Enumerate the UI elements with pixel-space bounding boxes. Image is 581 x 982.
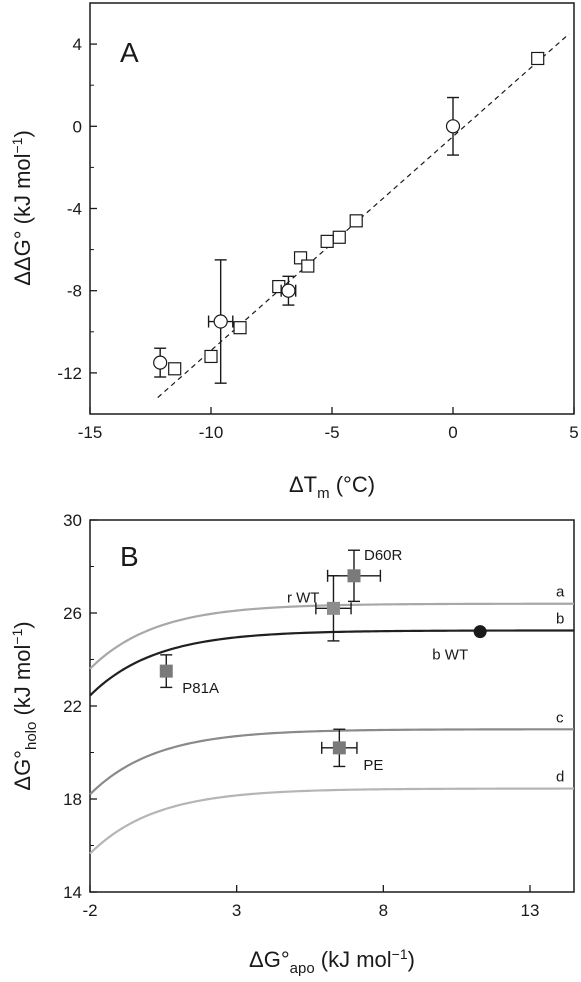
panel-b-chart: B -2 3 8 13 14 18 22 26 30 ab c d D60R r WT b WT P81A P… <box>9 511 575 977</box>
panel-a-square-point <box>301 259 315 273</box>
panel-a-x-tick-label: -10 <box>199 423 224 442</box>
panel-a-x-tick-label: -5 <box>324 423 339 442</box>
panel-b-y-tick-label: 14 <box>63 883 82 902</box>
panel-b-point-label: r WT <box>287 589 319 606</box>
panel-a-x-axis-label: ΔTm (°C) <box>289 472 375 502</box>
panel-b-point <box>473 625 487 639</box>
panel-a-circle-point <box>213 314 228 329</box>
panel-a-y-tick-label: 4 <box>73 35 82 54</box>
panel-b-curve-label-b: b <box>556 610 564 627</box>
panel-a-fit-line <box>157 33 570 399</box>
panel-b-letter: B <box>120 541 139 572</box>
panel-a-y-tick-label: 0 <box>73 117 82 136</box>
panel-b-point <box>326 601 340 615</box>
panel-b-y-tick-label: 30 <box>63 511 82 530</box>
panel-b-x-tick-label: 8 <box>379 901 388 920</box>
panel-b-x-tick-label: 3 <box>232 901 241 920</box>
panel-b-point-label: b WT <box>432 647 468 664</box>
panel-a-square-point <box>531 51 545 66</box>
panel-b-point-label: D60R <box>364 547 403 564</box>
panel-a-letter: A <box>120 37 139 68</box>
panel-a-square-point <box>332 230 346 244</box>
panel-b-curve-c <box>89 728 574 796</box>
panel-a-y-axis-label: ΔΔG° (kJ mol−1) <box>9 130 35 286</box>
panel-a-y-tick-label: -12 <box>57 364 82 383</box>
panel-a-circle-point <box>153 355 168 370</box>
panel-a-marks <box>153 33 570 399</box>
panel-a-square-point <box>204 349 218 364</box>
panel-a-y-tick-label: -4 <box>67 200 82 219</box>
panel-b-curve-label-d: d <box>556 769 564 786</box>
panel-a-square-point <box>320 234 334 248</box>
panel-b-curve-b <box>89 629 574 697</box>
panel-a-plot-frame <box>89 2 575 415</box>
panel-b-point <box>347 569 361 583</box>
panel-b-y-tick-label: 18 <box>63 790 82 809</box>
panel-b-point-label: P81A <box>182 680 219 697</box>
panel-a-square-point <box>168 362 182 376</box>
panel-b-x-axis-label: ΔG°apo (kJ mol−1) <box>249 946 415 977</box>
panel-b-point <box>159 664 173 678</box>
panel-b-curve-d <box>89 787 574 855</box>
panel-a-x-tick-label: 5 <box>569 423 578 442</box>
panel-a-square-point <box>349 214 363 228</box>
panel-b-y-tick-label: 26 <box>63 604 82 623</box>
panel-a-square-point <box>233 321 247 335</box>
panel-a-ticks: -15 -10 -5 0 5 -12 -8 -4 0 4 <box>57 35 578 442</box>
panel-b-y-tick-label: 22 <box>63 697 82 716</box>
panel-b-y-axis-label: ΔG°holo (kJ mol−1) <box>9 621 40 790</box>
panel-a-circle-point <box>445 119 461 134</box>
panel-b-curve-label-c: c <box>556 709 564 726</box>
panel-b-point <box>332 741 346 755</box>
panel-a-circle-point <box>281 283 296 298</box>
panel-b-x-tick-label: -2 <box>82 901 97 920</box>
panel-b-x-tick-label: 13 <box>521 901 540 920</box>
panel-b-marks: ab c d D60R r WT b WT P81A PE <box>89 547 574 855</box>
panel-a-x-tick-label: 0 <box>448 423 457 442</box>
panel-b-ticks: -2 3 8 13 14 18 22 26 30 <box>63 511 539 920</box>
panel-b-curve-label-a: a <box>556 584 565 601</box>
panel-a-chart: A -15 -10 -5 0 5 -12 -8 -4 0 4 ΔTm (°C) ΔΔG° (kJ … <box>9 2 579 502</box>
panel-b-point-label: PE <box>363 757 383 774</box>
panel-a-x-tick-label: -15 <box>78 423 103 442</box>
panel-a-y-tick-label: -8 <box>67 282 82 301</box>
